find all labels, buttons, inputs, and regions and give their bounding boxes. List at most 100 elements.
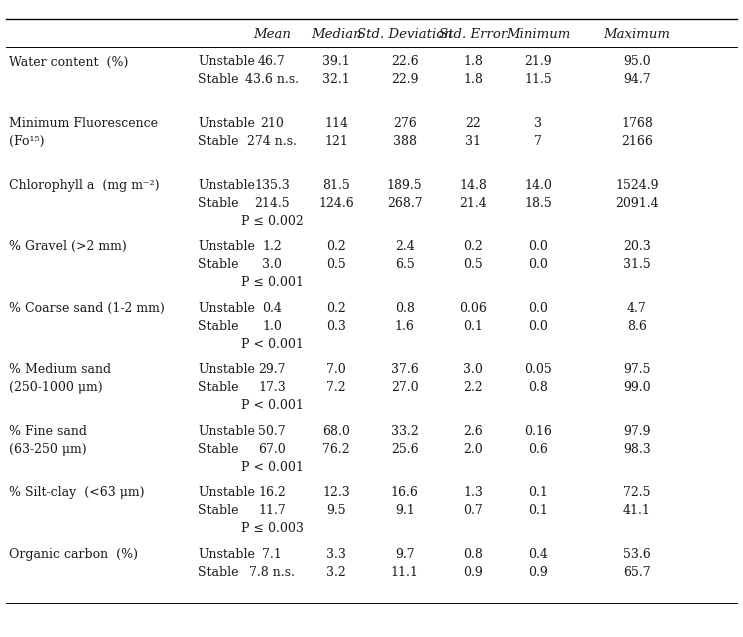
Text: Water content  (%): Water content (%) [9,55,128,68]
Text: 31: 31 [465,135,481,148]
Text: 0.3: 0.3 [326,320,346,333]
Text: 2.4: 2.4 [395,240,415,253]
Text: 0.0: 0.0 [528,258,548,271]
Text: 1.8: 1.8 [464,73,483,87]
Text: % Silt-clay  (<63 μm): % Silt-clay (<63 μm) [9,487,144,499]
Text: Organic carbon  (%): Organic carbon (%) [9,548,137,561]
Text: 46.7: 46.7 [258,55,286,68]
Text: 0.5: 0.5 [464,258,483,271]
Text: 1.2: 1.2 [262,240,282,253]
Text: 21.9: 21.9 [525,55,552,68]
Text: 7.1: 7.1 [262,548,282,561]
Text: 0.2: 0.2 [464,240,483,253]
Text: 2091.4: 2091.4 [615,197,659,210]
Text: 0.06: 0.06 [459,302,487,315]
Text: 3.0: 3.0 [262,258,282,271]
Text: 0.6: 0.6 [528,443,548,456]
Text: 0.8: 0.8 [528,382,548,394]
Text: 0.8: 0.8 [464,548,483,561]
Text: 9.1: 9.1 [395,505,415,517]
Text: 68.0: 68.0 [322,425,350,438]
Text: 0.9: 0.9 [464,566,483,579]
Text: 3.3: 3.3 [326,548,346,561]
Text: (Fo¹⁵): (Fo¹⁵) [9,135,44,148]
Text: P < 0.001: P < 0.001 [241,461,303,474]
Text: 7.8 n.s.: 7.8 n.s. [249,566,295,579]
Text: 20.3: 20.3 [623,240,651,253]
Text: 2.0: 2.0 [464,443,483,456]
Text: % Coarse sand (1-2 mm): % Coarse sand (1-2 mm) [9,302,164,315]
Text: (250-1000 μm): (250-1000 μm) [9,382,103,394]
Text: 0.1: 0.1 [528,505,548,517]
Text: Mean: Mean [253,29,291,41]
Text: 124.6: 124.6 [318,197,354,210]
Text: 32.1: 32.1 [322,73,350,87]
Text: 3.2: 3.2 [326,566,346,579]
Text: 6.5: 6.5 [395,258,415,271]
Text: 29.7: 29.7 [259,363,286,376]
Text: P < 0.001: P < 0.001 [241,338,303,351]
Text: 65.7: 65.7 [623,566,651,579]
Text: 16.6: 16.6 [391,487,418,499]
Text: 25.6: 25.6 [391,443,418,456]
Text: Unstable: Unstable [198,117,255,130]
Text: Unstable: Unstable [198,487,255,499]
Text: Stable: Stable [198,443,239,456]
Text: Unstable: Unstable [198,240,255,253]
Text: Unstable: Unstable [198,548,255,561]
Text: 0.4: 0.4 [528,548,548,561]
Text: 27.0: 27.0 [391,382,418,394]
Text: 3: 3 [534,117,542,130]
Text: 8.6: 8.6 [627,320,647,333]
Text: 0.8: 0.8 [395,302,415,315]
Text: Unstable: Unstable [198,425,255,438]
Text: 67.0: 67.0 [258,443,286,456]
Text: 97.5: 97.5 [623,363,651,376]
Text: % Gravel (>2 mm): % Gravel (>2 mm) [9,240,126,253]
Text: 7.2: 7.2 [326,382,346,394]
Text: 1.6: 1.6 [395,320,415,333]
Text: 2166: 2166 [621,135,653,148]
Text: 22.6: 22.6 [391,55,418,68]
Text: 37.6: 37.6 [391,363,418,376]
Text: 1768: 1768 [621,117,653,130]
Text: (63-250 μm): (63-250 μm) [9,443,86,456]
Text: Stable: Stable [198,505,239,517]
Text: 268.7: 268.7 [387,197,423,210]
Text: 1.8: 1.8 [464,55,483,68]
Text: 12.3: 12.3 [322,487,350,499]
Text: 0.2: 0.2 [326,302,346,315]
Text: 17.3: 17.3 [258,382,286,394]
Text: Unstable: Unstable [198,302,255,315]
Text: 53.6: 53.6 [623,548,651,561]
Text: Unstable: Unstable [198,55,255,68]
Text: 2.2: 2.2 [464,382,483,394]
Text: Maximum: Maximum [603,29,670,41]
Text: 50.7: 50.7 [258,425,286,438]
Text: 33.2: 33.2 [391,425,418,438]
Text: 0.16: 0.16 [525,425,552,438]
Text: 11.7: 11.7 [258,505,286,517]
Text: 210: 210 [260,117,284,130]
Text: Unstable: Unstable [198,178,255,192]
Text: 9.5: 9.5 [326,505,346,517]
Text: 0.9: 0.9 [528,566,548,579]
Text: 22: 22 [465,117,481,130]
Text: Median: Median [311,29,361,41]
Text: Minimum: Minimum [506,29,571,41]
Text: 0.05: 0.05 [525,363,552,376]
Text: % Medium sand: % Medium sand [9,363,111,376]
Text: 7.0: 7.0 [326,363,346,376]
Text: P ≤ 0.003: P ≤ 0.003 [241,522,303,536]
Text: 31.5: 31.5 [623,258,651,271]
Text: Stable: Stable [198,73,239,87]
Text: 0.0: 0.0 [528,240,548,253]
Text: 72.5: 72.5 [623,487,651,499]
Text: 41.1: 41.1 [623,505,651,517]
Text: 99.0: 99.0 [623,382,651,394]
Text: P ≤ 0.001: P ≤ 0.001 [241,276,303,289]
Text: 14.0: 14.0 [525,178,552,192]
Text: 98.3: 98.3 [623,443,651,456]
Text: 4.7: 4.7 [627,302,647,315]
Text: 0.4: 0.4 [262,302,282,315]
